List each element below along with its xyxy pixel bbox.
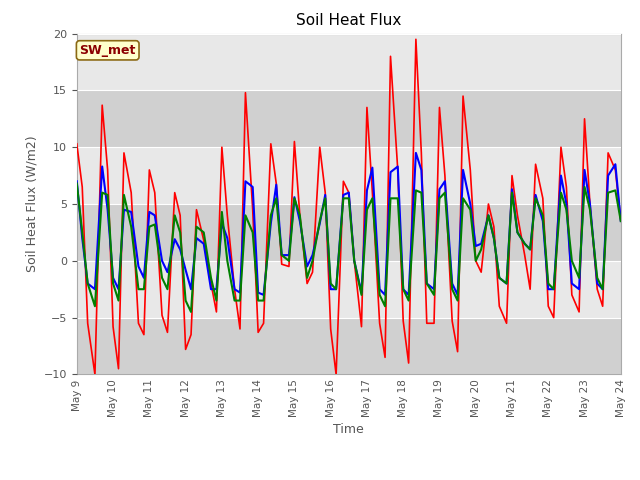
SHF3: [218, 209, 226, 215]
Line: SHF3: SHF3: [77, 183, 621, 312]
SHF1: [394, 167, 402, 173]
Bar: [77, 90, 621, 147]
X-axis label: Time: Time: [333, 423, 364, 436]
Title: Soil Heat Flux: Soil Heat Flux: [296, 13, 401, 28]
SHF1: [207, 281, 215, 287]
SHF1: [91, 372, 99, 377]
SHF1: [545, 303, 552, 309]
SHF2: [611, 161, 619, 167]
SHF2: [412, 150, 420, 156]
SHF2: [73, 179, 81, 184]
SHF1: [412, 36, 420, 42]
SHF2: [200, 241, 207, 247]
Bar: [77, 204, 621, 261]
SHF3: [187, 309, 195, 315]
SHF2: [394, 164, 402, 169]
SHF2: [140, 275, 148, 281]
SHF3: [140, 286, 148, 292]
SHF1: [145, 167, 153, 173]
Legend: SHF1, SHF2, SHF3: SHF1, SHF2, SHF3: [214, 476, 483, 480]
SHF3: [73, 180, 81, 186]
SHF2: [545, 286, 552, 292]
SHF1: [218, 144, 226, 150]
SHF3: [617, 218, 625, 224]
SHF2: [260, 292, 268, 298]
Bar: [77, 34, 621, 90]
SHF1: [611, 167, 619, 173]
Bar: [77, 147, 621, 204]
SHF1: [73, 141, 81, 147]
SHF3: [604, 190, 612, 195]
SHF2: [212, 286, 220, 292]
Bar: [77, 318, 621, 374]
Bar: [77, 261, 621, 318]
SHF3: [207, 275, 215, 281]
SHF3: [539, 213, 547, 218]
Line: SHF2: SHF2: [77, 153, 621, 295]
Y-axis label: Soil Heat Flux (W/m2): Soil Heat Flux (W/m2): [25, 136, 38, 272]
Text: SW_met: SW_met: [79, 44, 136, 57]
SHF2: [617, 218, 625, 224]
SHF3: [611, 188, 619, 193]
SHF1: [617, 218, 625, 224]
Line: SHF1: SHF1: [77, 39, 621, 374]
